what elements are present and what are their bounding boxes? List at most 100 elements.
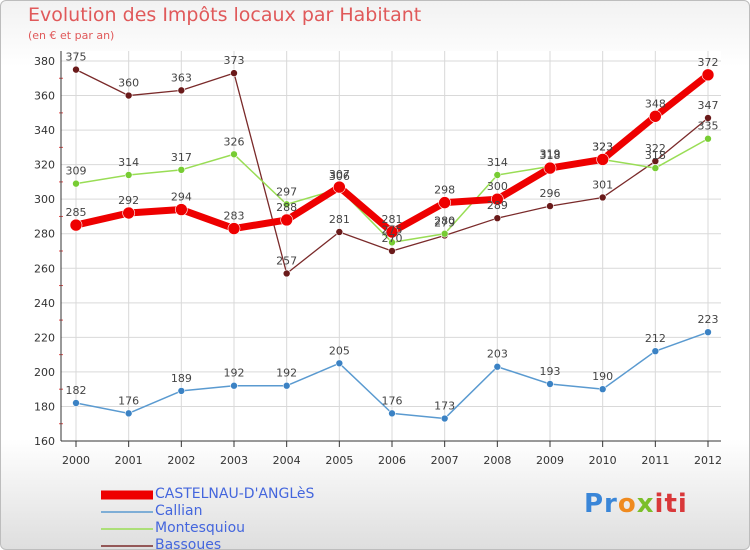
data-label-bassoues: 322: [645, 142, 666, 155]
data-label-callian: 176: [382, 394, 403, 407]
data-point-castelnau: [438, 196, 451, 209]
data-label-montesquiou: 275: [382, 223, 403, 236]
logo-part-3: x: [636, 489, 655, 519]
data-point-bassoues: [388, 247, 396, 255]
x-tick-label: 2006: [378, 454, 406, 467]
data-label-bassoues: 375: [66, 51, 87, 64]
x-tick-label: 2000: [62, 454, 90, 467]
data-point-bassoues: [177, 86, 186, 95]
data-label-callian: 193: [540, 365, 561, 378]
data-label-castelnau: 288: [276, 201, 297, 214]
data-point-callian: [704, 328, 712, 336]
legend-swatch-callian: [101, 511, 153, 513]
data-label-callian: 203: [487, 348, 508, 361]
legend-item-bassoues: Bassoues: [101, 537, 314, 549]
data-label-castelnau: 285: [66, 206, 87, 219]
y-tick-label: 300: [34, 193, 55, 206]
x-tick-label: 2010: [589, 454, 617, 467]
data-label-callian: 212: [645, 332, 666, 345]
y-tick-label: 220: [34, 331, 55, 344]
data-label-bassoues: 363: [171, 71, 192, 84]
data-label-montesquiou: 326: [224, 135, 245, 148]
data-label-callian: 192: [224, 367, 245, 380]
data-point-callian: [598, 385, 607, 393]
data-point-bassoues: [704, 114, 712, 122]
legend-item-callian: Callian: [101, 503, 314, 520]
data-point-castelnau: [543, 161, 557, 175]
data-point-callian: [124, 409, 133, 418]
data-point-callian: [388, 409, 396, 418]
data-label-montesquiou: 314: [118, 156, 139, 169]
data-label-montesquiou: 280: [434, 215, 455, 228]
proxiti-logo: Proxiti: [584, 489, 688, 519]
data-label-bassoues: 279: [434, 216, 455, 229]
data-label-bassoues: 373: [224, 54, 245, 67]
data-label-montesquiou: 314: [487, 156, 508, 169]
x-tick-label: 2005: [325, 454, 353, 467]
data-point-callian: [493, 362, 502, 371]
x-tick-label: 2008: [483, 454, 511, 467]
data-point-callian: [230, 381, 238, 390]
data-point-callian: [546, 380, 554, 388]
data-label-bassoues: 360: [118, 77, 139, 90]
x-tick-label: 2002: [167, 454, 195, 467]
x-tick-label: 2007: [431, 454, 459, 467]
logo-part-4: iti: [654, 489, 688, 519]
data-label-castelnau: 298: [434, 184, 455, 197]
data-point-castelnau: [69, 218, 83, 232]
data-point-castelnau: [280, 213, 293, 227]
data-point-bassoues: [72, 65, 80, 74]
data-point-montesquiou: [124, 171, 133, 179]
data-point-montesquiou: [388, 238, 396, 247]
data-point-montesquiou: [72, 179, 80, 188]
data-point-bassoues: [493, 214, 502, 222]
data-label-montesquiou: 317: [171, 151, 192, 164]
data-label-callian: 182: [66, 384, 87, 397]
x-tick-label: 2001: [115, 454, 143, 467]
legend-swatch-bassoues: [101, 545, 153, 547]
data-point-callian: [177, 387, 186, 395]
data-point-montesquiou: [282, 200, 291, 209]
data-label-callian: 223: [698, 313, 719, 326]
y-tick-label: 160: [34, 435, 55, 448]
data-label-castelnau: 281: [382, 213, 403, 226]
data-label-callian: 192: [276, 367, 297, 380]
data-label-callian: 190: [592, 370, 613, 383]
x-tick-label: 2009: [536, 454, 564, 467]
data-label-montesquiou: 318: [645, 149, 666, 162]
data-point-castelnau: [385, 225, 399, 239]
legend-item-castelnau: CASTELNAU-D'ANGLèS: [101, 486, 314, 503]
chart-title: Evolution des Impôts locaux par Habitant: [28, 4, 422, 26]
data-point-montesquiou: [651, 164, 660, 172]
data-point-montesquiou: [704, 134, 712, 143]
data-label-montesquiou: 335: [698, 120, 719, 133]
y-tick-label: 380: [34, 55, 55, 68]
data-label-montesquiou: 309: [66, 165, 87, 178]
data-point-bassoues: [282, 269, 291, 278]
data-point-castelnau: [333, 180, 346, 194]
data-label-montesquiou: 319: [540, 147, 561, 160]
data-label-castelnau: 307: [329, 168, 350, 181]
data-label-castelnau: 348: [645, 97, 666, 110]
data-label-castelnau: 323: [592, 140, 613, 153]
data-point-callian: [651, 347, 660, 355]
data-point-callian: [335, 359, 344, 368]
y-tick-label: 340: [34, 124, 55, 137]
data-point-montesquiou: [440, 229, 449, 238]
y-tick-label: 320: [34, 159, 55, 172]
legend-label-castelnau: CASTELNAU-D'ANGLèS: [155, 486, 315, 502]
data-point-bassoues: [546, 202, 554, 210]
data-point-montesquiou: [177, 166, 186, 174]
legend-swatch-montesquiou: [101, 528, 153, 530]
data-point-bassoues: [335, 228, 344, 236]
data-point-bassoues: [124, 91, 133, 100]
data-label-castelnau: 372: [698, 56, 719, 69]
data-point-callian: [282, 381, 291, 390]
data-label-castelnau: 294: [171, 191, 192, 204]
data-label-bassoues: 270: [382, 232, 403, 245]
y-tick-label: 360: [34, 90, 55, 103]
data-label-bassoues: 301: [592, 178, 613, 191]
data-label-montesquiou: 323: [592, 140, 613, 153]
data-label-castelnau: 318: [540, 149, 561, 162]
